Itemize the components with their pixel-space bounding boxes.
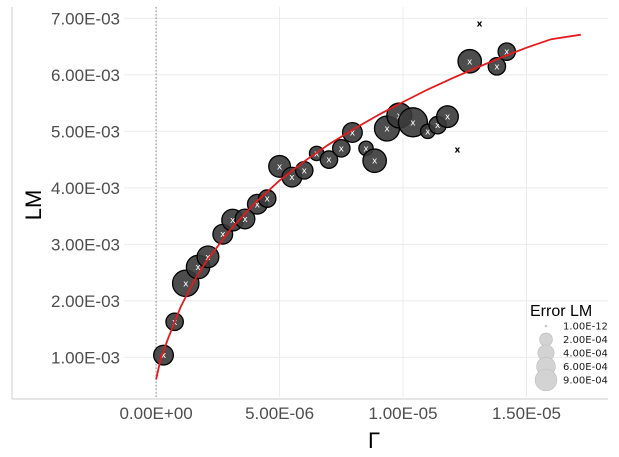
legend-entry: 2.00E-04 — [539, 332, 608, 347]
legend-label: 1.00E-12 — [563, 322, 608, 333]
data-point-marker: x — [195, 263, 201, 273]
data-point-marker: x — [265, 195, 271, 205]
data-point-marker: x — [220, 230, 226, 240]
data-point-marker: x — [494, 62, 500, 72]
legend-key — [539, 332, 553, 347]
data-point-circle — [331, 138, 351, 158]
data-point-marker: x — [467, 57, 473, 67]
data-point: x — [331, 138, 351, 158]
data-point-circle — [362, 148, 387, 174]
data-point-marker: x — [242, 215, 248, 225]
data-point: x — [234, 208, 256, 230]
data-point-marker: x — [425, 127, 431, 137]
legend-key — [534, 368, 558, 392]
data-point-circle — [234, 208, 256, 230]
data-point-marker: x — [255, 200, 261, 210]
legend: Error LM 1.00E-12 2.00E-04 4.00E-04 6.00E-0… — [530, 303, 608, 392]
legend-label: 4.00E-04 — [563, 349, 608, 360]
data-point-marker: x — [363, 144, 369, 154]
data-point-marker: x — [350, 128, 356, 138]
data-point: x — [362, 148, 387, 174]
y-tick-label: 7.00E-03 — [51, 9, 120, 28]
data-point-marker: x — [326, 156, 332, 166]
data-point-circle — [436, 105, 459, 129]
data-point-marker: x — [161, 351, 167, 361]
data-point-marker: x — [454, 145, 460, 155]
data-point-marker: x — [445, 113, 451, 123]
data-point-marker: x — [372, 157, 378, 167]
data-point-circle — [153, 344, 175, 366]
legend-title: Error LM — [530, 303, 592, 320]
data-point-marker: x — [435, 121, 441, 131]
legend-label: 9.00E-04 — [563, 376, 608, 387]
y-tick-label: 6.00E-03 — [51, 66, 120, 85]
y-tick-label: 4.00E-03 — [51, 179, 120, 198]
x-tick-label: 1.50E-05 — [492, 404, 561, 423]
data-point-marker: x — [183, 279, 189, 289]
legend-label: 2.00E-04 — [563, 335, 608, 346]
legend-entry: 9.00E-04 — [534, 368, 608, 392]
data-point-circle — [319, 150, 339, 169]
data-point: x — [319, 150, 339, 169]
x-tick-label: 5.00E-06 — [245, 404, 314, 423]
data-point: x — [454, 145, 460, 155]
data-point: x — [294, 161, 314, 180]
y-tick-label: 5.00E-03 — [51, 122, 120, 141]
data-point-marker: x — [302, 166, 308, 176]
data-point: x — [153, 344, 175, 366]
data-point-marker: x — [504, 48, 510, 58]
legend-entry: 1.00E-12 — [544, 322, 608, 333]
data-point-marker: x — [339, 144, 345, 154]
data-point-marker: x — [314, 149, 320, 159]
data-point-marker: x — [384, 125, 390, 135]
data-point-circle — [457, 48, 483, 74]
data-point: x — [477, 19, 483, 29]
fit-line — [155, 33, 581, 380]
data-point: x — [457, 48, 483, 74]
x-tick-label: 0.00E+00 — [119, 404, 192, 423]
x-tick-label: 1.00E-05 — [369, 404, 438, 423]
legend-key — [544, 324, 548, 328]
data-point-marker: x — [477, 19, 483, 29]
data-point: x — [436, 105, 459, 129]
y-tick-label: 2.00E-03 — [51, 292, 120, 311]
data-point-marker: x — [289, 173, 295, 183]
data-point-marker: x — [277, 162, 283, 172]
x-axis-title: Γ — [368, 428, 380, 453]
plot-area: 1.00E-03 2.00E-03 3.00E-03 4.00E-03 5.00E-03… — [11, 7, 608, 423]
y-tick-label: 1.00E-03 — [51, 348, 120, 367]
data-point-marker: x — [410, 118, 416, 128]
y-tick-label: 3.00E-03 — [51, 235, 120, 254]
y-axis-title: LM — [21, 190, 46, 221]
data-point-marker: x — [230, 216, 236, 226]
legend-label: 6.00E-04 — [563, 362, 608, 373]
